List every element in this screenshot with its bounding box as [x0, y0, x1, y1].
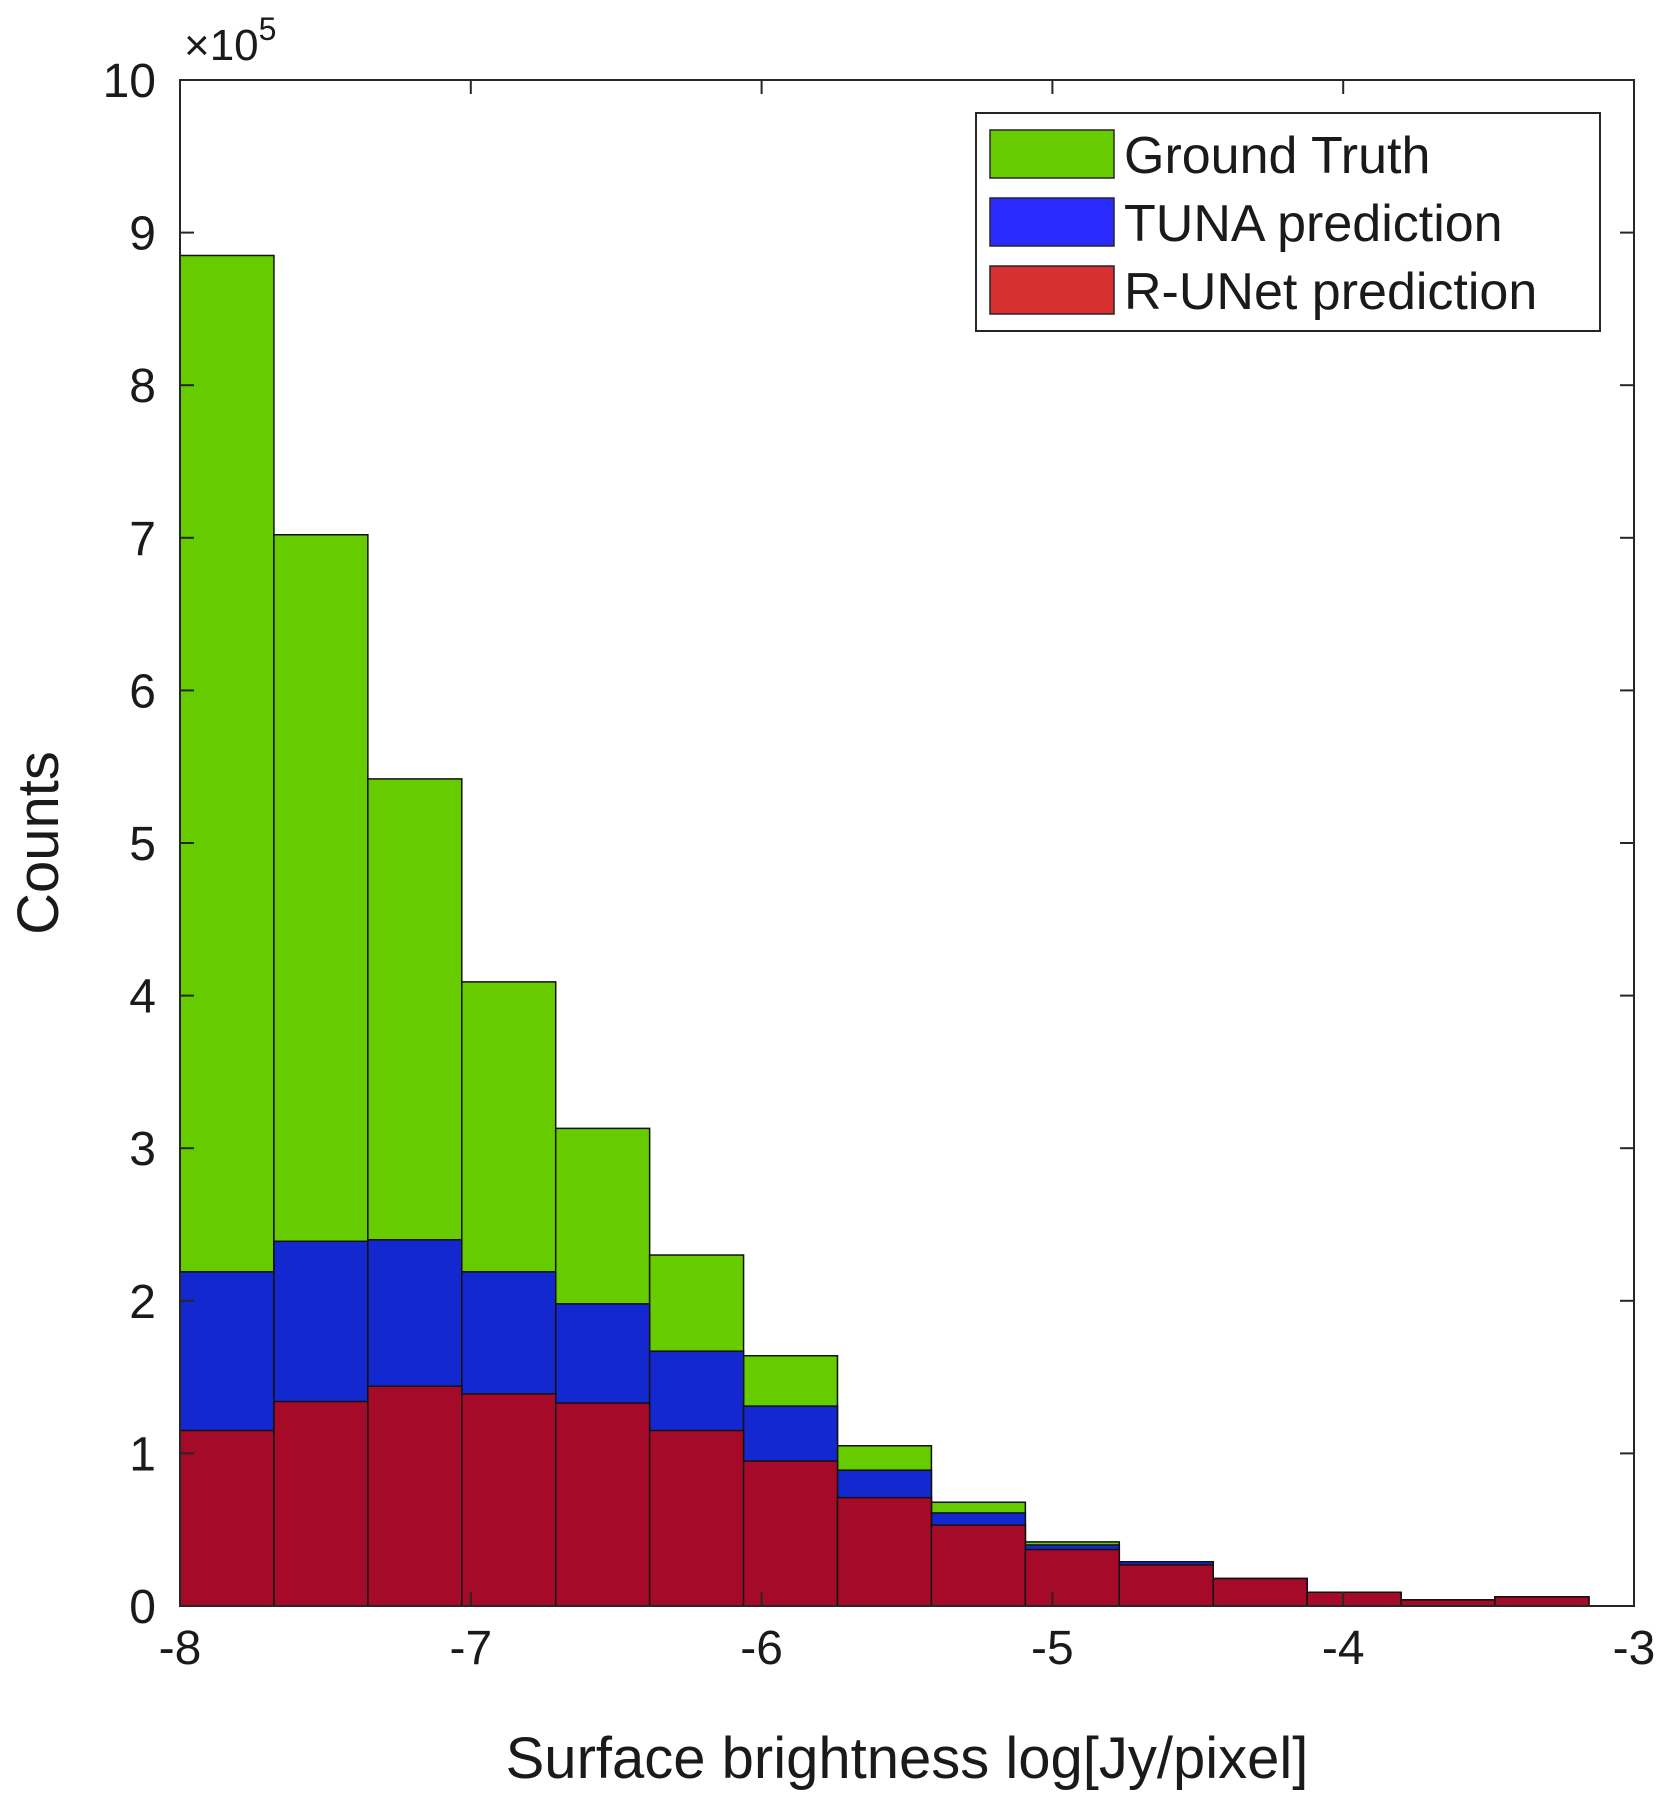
bar-runet-7 [836, 1496, 933, 1607]
bar-runet-3 [461, 1393, 557, 1607]
bar-runet-12 [1306, 1591, 1402, 1607]
y-axis-label: Counts [6, 751, 71, 935]
bar-runet-11 [1212, 1577, 1308, 1607]
x-tick-label-0: -8 [159, 1622, 202, 1675]
legend-label-tuna: TUNA prediction [1124, 195, 1503, 253]
bar-runet-5 [648, 1429, 745, 1607]
y-exponent-label: ×105 [184, 11, 276, 70]
bar-runet-0 [179, 1429, 275, 1607]
x-tick-label-2: -6 [740, 1622, 783, 1675]
y-tick-label-7: 7 [129, 513, 156, 566]
legend: Ground Truth TUNA prediction R-UNet pred… [975, 112, 1601, 332]
y-tick-label-5: 5 [129, 818, 156, 871]
bar-runet-14 [1494, 1596, 1590, 1607]
legend-label-runet: R-UNet prediction [1124, 263, 1537, 321]
x-tick-label-5: -3 [1613, 1622, 1656, 1675]
y-tick-label-0: 0 [129, 1581, 156, 1634]
x-tick-label-1: -7 [449, 1622, 492, 1675]
y-tick-label-9: 9 [129, 208, 156, 261]
bar-runet-10 [1118, 1564, 1214, 1607]
x-tick-label-4: -4 [1322, 1622, 1365, 1675]
ticks-group [179, 79, 1635, 1607]
legend-swatch-tuna [989, 197, 1115, 247]
tick-labels-group: -8 -7 -6 -5 -4 -3 0 1 2 3 4 5 6 7 8 9 10 [103, 55, 1656, 1675]
bars-group [179, 254, 1590, 1607]
y-tick-label-1: 1 [129, 1428, 156, 1481]
y-tick-label-2: 2 [129, 1276, 156, 1329]
legend-swatch-ground-truth [989, 129, 1115, 179]
bar-runet-6 [742, 1460, 839, 1607]
x-axis-label: Surface brightness log[Jy/pixel] [506, 1726, 1309, 1791]
x-tick-label-3: -5 [1031, 1622, 1074, 1675]
y-tick-label-8: 8 [129, 360, 156, 413]
y-tick-label-10: 10 [103, 55, 156, 108]
bar-runet-8 [930, 1524, 1027, 1607]
bar-runet-9 [1024, 1548, 1121, 1607]
legend-label-ground-truth: Ground Truth [1124, 127, 1430, 185]
bar-runet-2 [367, 1385, 463, 1607]
bar-runet-1 [273, 1400, 369, 1607]
y-tick-label-4: 4 [129, 971, 156, 1024]
y-tick-label-6: 6 [129, 665, 156, 718]
y-tick-label-3: 3 [129, 1123, 156, 1176]
legend-swatch-runet [989, 265, 1115, 315]
bar-runet-4 [554, 1402, 651, 1607]
